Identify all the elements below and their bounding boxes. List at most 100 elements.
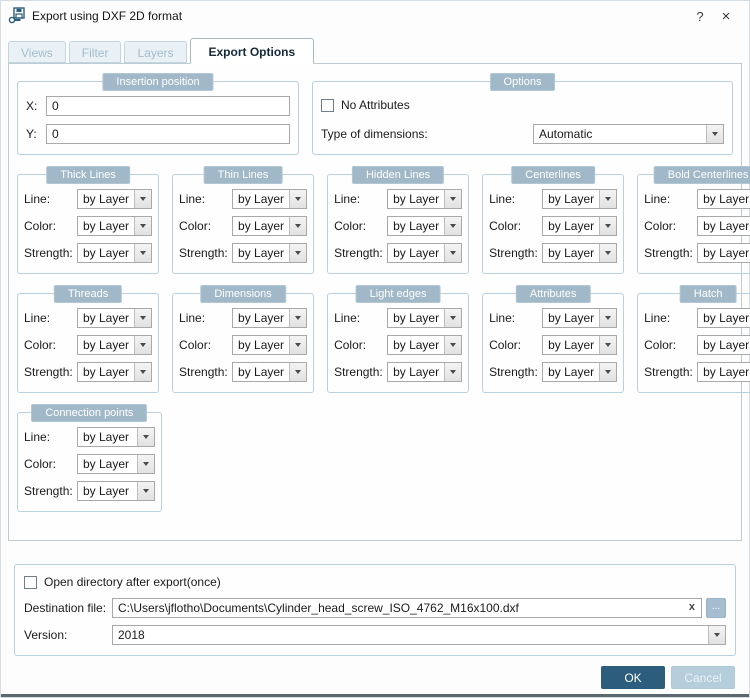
group-title: Dimensions [200,285,286,303]
dropdown-arrow-icon [289,190,307,208]
threads-line--combo[interactable]: by Layer [77,308,153,328]
combo-value: by Layer [393,365,440,379]
dimensions-line--combo[interactable]: by Layer [232,308,308,328]
combo-value: by Layer [83,192,130,206]
group-hidden-lines: Hidden Lines Line: by Layer Color: by Layer… [327,166,470,274]
ok-button[interactable]: OK [601,666,665,689]
light-edges-line--combo[interactable]: by Layer [387,308,463,328]
dropdown-arrow-icon [136,428,154,446]
line--row: Line: by Layer [489,308,618,328]
tab-views[interactable]: Views [8,41,66,63]
color--label: Color: [334,219,367,233]
hatch-strength--combo[interactable]: by Layer [697,362,750,382]
strength--label: Strength: [334,246,383,260]
strength--label: Strength: [24,365,73,379]
light-edges-color--combo[interactable]: by Layer [387,335,463,355]
thin-lines-strength--combo[interactable]: by Layer [232,243,308,263]
threads-strength--combo[interactable]: by Layer [77,362,153,382]
dropdown-arrow-icon [289,336,307,354]
tab-export-options[interactable]: Export Options [189,38,315,64]
thick-lines-color--combo[interactable]: by Layer [77,216,153,236]
dropdown-arrow-icon [599,309,617,327]
line--label: Line: [489,311,516,325]
no-attributes-checkbox[interactable] [321,98,334,112]
hidden-lines-line--combo[interactable]: by Layer [387,189,463,209]
type-of-dimensions-combo[interactable]: Automatic [533,124,724,144]
combo-value: by Layer [703,219,750,233]
open-directory-row: Open directory after export(once) [24,575,726,589]
x-input[interactable] [46,96,290,116]
thin-lines-line--combo[interactable]: by Layer [232,189,308,209]
cancel-button[interactable]: Cancel [671,666,735,689]
color--label: Color: [24,457,57,471]
combo-value: by Layer [238,192,285,206]
line--label: Line: [644,192,671,206]
dropdown-arrow-icon [599,336,617,354]
combo-value: by Layer [83,338,130,352]
attributes-color--combo[interactable]: by Layer [542,335,618,355]
bold-centerlines-color--combo[interactable]: by Layer [697,216,750,236]
hidden-lines-strength--combo[interactable]: by Layer [387,243,463,263]
group-title: Connection points [31,404,148,422]
connection-points-strength--combo[interactable]: by Layer [77,481,155,501]
line--label: Line: [334,311,361,325]
threads-color--combo[interactable]: by Layer [77,335,153,355]
centerlines-color--combo[interactable]: by Layer [542,216,618,236]
thick-lines-strength--combo[interactable]: by Layer [77,243,153,263]
dropdown-arrow-icon [134,309,152,327]
thin-lines-color--combo[interactable]: by Layer [232,216,308,236]
dimensions-color--combo[interactable]: by Layer [232,335,308,355]
dropdown-arrow-icon [444,336,462,354]
help-button[interactable]: ? [696,8,704,24]
strength--row: Strength: by Layer [644,362,750,382]
group-title: Attributes [515,285,591,303]
hatch-color--combo[interactable]: by Layer [697,335,750,355]
line--row: Line: by Layer [24,308,153,328]
group-title: Thick Lines [46,166,130,184]
strength--row: Strength: by Layer [24,481,155,501]
centerlines-line--combo[interactable]: by Layer [542,189,618,209]
color--row: Color: by Layer [24,454,155,474]
version-combo[interactable]: 2018 [112,625,726,645]
destination-file-input[interactable] [112,598,702,618]
combo-value: by Layer [238,311,285,325]
group-thin-lines: Thin Lines Line: by Layer Color: by Layer St… [172,166,315,274]
hatch-line--combo[interactable]: by Layer [697,308,750,328]
bold-centerlines-line--combo[interactable]: by Layer [697,189,750,209]
dialog-buttons: OK Cancel [1,666,735,689]
color--label: Color: [334,338,367,352]
line--label: Line: [489,192,516,206]
color--row: Color: by Layer [334,216,463,236]
clear-input-icon[interactable]: x [688,601,695,613]
open-directory-checkbox[interactable] [24,575,37,589]
color--label: Color: [179,219,212,233]
color--row: Color: by Layer [179,216,308,236]
close-button[interactable]: × [721,7,731,25]
group-dimensions: Dimensions Line: by Layer Color: by Layer St… [172,285,315,393]
y-input[interactable] [46,124,290,144]
browse-button[interactable]: ... [706,598,726,618]
line--label: Line: [179,192,206,206]
attributes-line--combo[interactable]: by Layer [542,308,618,328]
color--row: Color: by Layer [334,335,463,355]
group-title: Bold Centerlines [653,166,750,184]
strength--label: Strength: [489,365,538,379]
combo-value: by Layer [83,311,130,325]
light-edges-strength--combo[interactable]: by Layer [387,362,463,382]
hidden-lines-color--combo[interactable]: by Layer [387,216,463,236]
attributes-strength--combo[interactable]: by Layer [542,362,618,382]
thick-lines-line--combo[interactable]: by Layer [77,189,153,209]
centerlines-strength--combo[interactable]: by Layer [542,243,618,263]
tab-layers[interactable]: Layers [124,41,187,63]
bold-centerlines-strength--combo[interactable]: by Layer [697,243,750,263]
tab-filter[interactable]: Filter [68,41,122,63]
connection-points-line--combo[interactable]: by Layer [77,427,155,447]
combo-value: by Layer [548,311,595,325]
strength--label: Strength: [179,365,228,379]
version-label: Version: [24,628,68,642]
connection-points-color--combo[interactable]: by Layer [77,454,155,474]
color--label: Color: [179,338,212,352]
combo-value: by Layer [238,219,285,233]
dimensions-strength--combo[interactable]: by Layer [232,362,308,382]
combo-value: 2018 [118,628,145,642]
